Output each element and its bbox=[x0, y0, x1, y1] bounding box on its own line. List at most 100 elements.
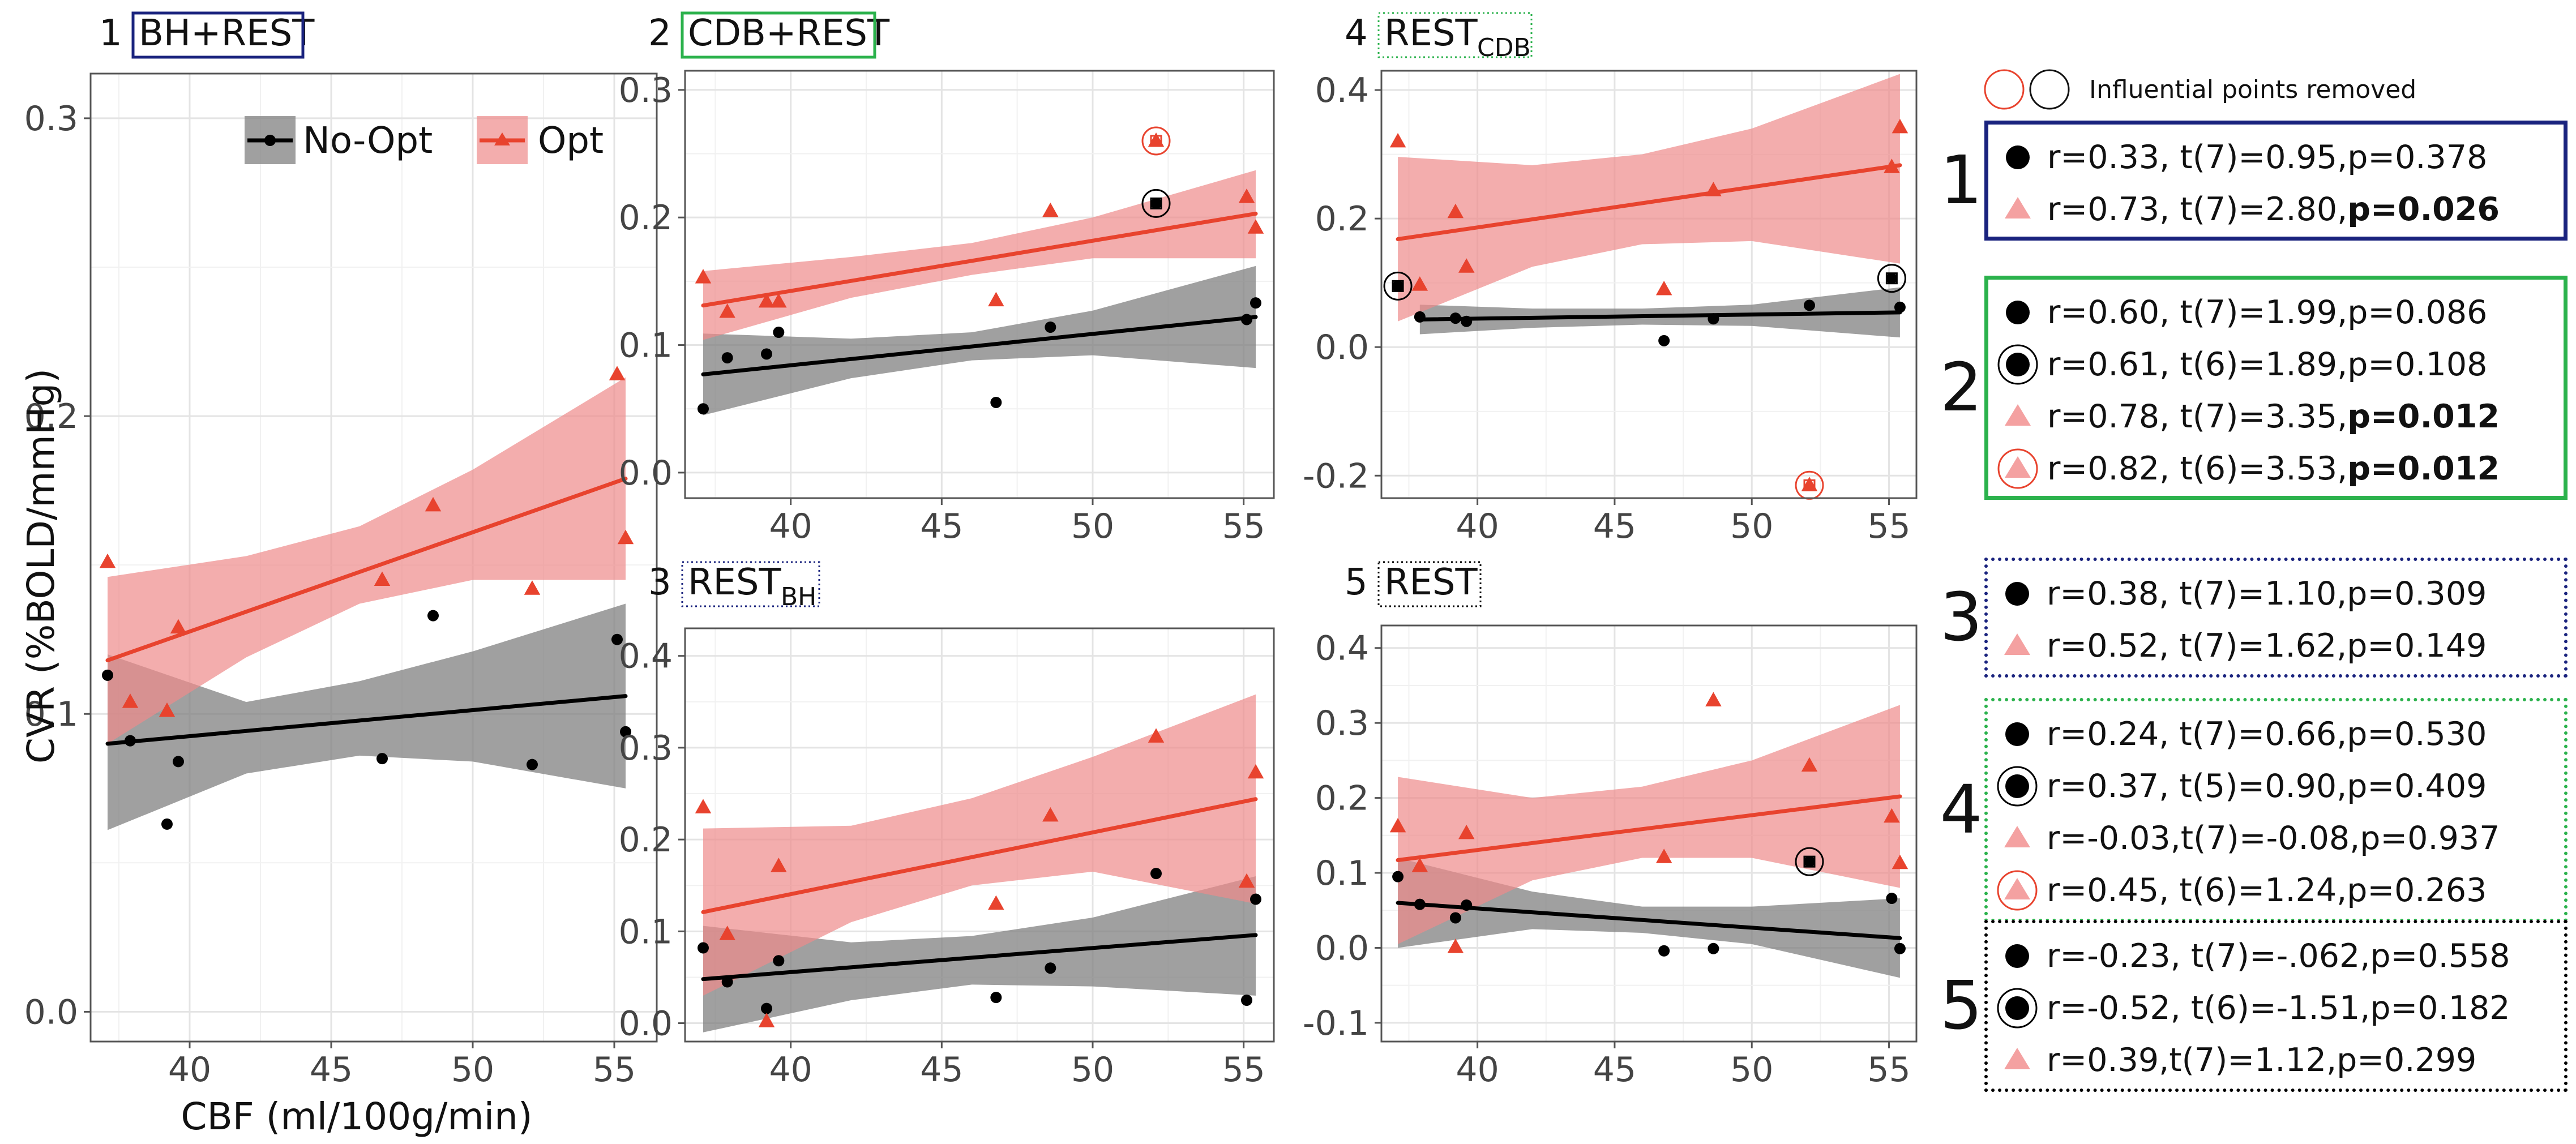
opt-point bbox=[719, 303, 735, 318]
plot-border bbox=[1380, 70, 1918, 499]
y-tick-label: 0.0 bbox=[619, 1004, 673, 1044]
influential-point-square bbox=[1803, 855, 1816, 868]
no-opt-point bbox=[1045, 962, 1056, 974]
no-opt-confidence-band bbox=[1419, 287, 1900, 338]
influential-point-square bbox=[1150, 135, 1162, 147]
opt-fit-line bbox=[701, 797, 1258, 914]
opt-point bbox=[719, 926, 735, 940]
x-tick-label: 40 bbox=[1456, 1050, 1499, 1090]
stats-row: r=0.38, t(7)=1.10,p=0.309 bbox=[1997, 568, 2558, 620]
no-opt-point bbox=[1886, 272, 1898, 284]
stats-significant-p: p=0.012 bbox=[2347, 450, 2500, 487]
opt-point bbox=[617, 529, 634, 545]
y-tick-label: 0.1 bbox=[1315, 854, 1369, 893]
y-tick-label: 0.4 bbox=[1315, 629, 1369, 669]
no-opt-point bbox=[1392, 280, 1404, 292]
x-tick-label: 40 bbox=[769, 1050, 812, 1090]
no-opt-point bbox=[1449, 912, 1461, 924]
no-opt-point bbox=[761, 348, 772, 360]
no-opt-dot-icon bbox=[2005, 944, 2029, 968]
legend-opt-marker bbox=[494, 132, 510, 145]
no-opt-fit-line bbox=[105, 694, 628, 746]
stats-text: r=-0.03,t(7)=-0.08,p=0.937 bbox=[2047, 820, 2500, 857]
opt-point bbox=[771, 293, 787, 308]
panel-title: REST CDB bbox=[1377, 12, 1533, 62]
stats-text: r=0.37, t(5)=0.90,p=0.409 bbox=[2047, 768, 2487, 805]
no-opt-fit-line bbox=[1418, 310, 1902, 322]
stats-box-number: 4 bbox=[1940, 770, 1983, 849]
x-tick-label: 40 bbox=[168, 1050, 211, 1090]
panel-number: 3 bbox=[648, 562, 671, 603]
no-opt-point bbox=[1241, 995, 1252, 1006]
y-tick-label: 0.2 bbox=[1315, 779, 1369, 819]
no-opt-point bbox=[1886, 893, 1898, 905]
opt-confidence-band bbox=[1398, 74, 1900, 322]
plot-border bbox=[89, 72, 658, 1043]
no-opt-point bbox=[1250, 297, 1261, 309]
no-opt-dot-icon bbox=[2006, 145, 2030, 169]
panel-title: BH+REST bbox=[131, 11, 315, 59]
y-tick-label: 0.3 bbox=[619, 71, 673, 110]
opt-point bbox=[1884, 808, 1900, 823]
stats-text: r=0.52, t(7)=1.62,p=0.149 bbox=[2047, 627, 2487, 665]
opt-confidence-band bbox=[703, 170, 1256, 340]
stats-text: r=0.33, t(7)=0.95,p=0.378 bbox=[2047, 139, 2488, 176]
stats-row: r=0.78, t(7)=3.35, p=0.012 bbox=[1997, 391, 2558, 443]
x-tick-label: 55 bbox=[1867, 507, 1910, 546]
no-opt-point bbox=[1461, 899, 1473, 911]
y-tick-label: 0.3 bbox=[1315, 704, 1369, 743]
opt-point bbox=[170, 619, 187, 634]
no-opt-point bbox=[611, 633, 623, 645]
no-opt-point bbox=[427, 610, 439, 622]
x-tick-label: 55 bbox=[1222, 1050, 1265, 1090]
no-opt-point bbox=[1045, 322, 1056, 333]
opt-point bbox=[1148, 132, 1165, 147]
x-tick-label: 50 bbox=[1071, 1050, 1114, 1090]
stats-row: r=0.61, t(6)=1.89,p=0.108 bbox=[1997, 339, 2558, 391]
opt-point bbox=[99, 553, 116, 568]
stats-row: r=0.60, t(7)=1.99,p=0.086 bbox=[1997, 286, 2558, 339]
no-opt-point bbox=[125, 735, 136, 747]
opt-point bbox=[1447, 203, 1464, 218]
no-opt-point bbox=[161, 818, 173, 830]
opt-point bbox=[1884, 158, 1900, 173]
y-axis-label: CVR (%BOLD/mmHg) bbox=[19, 369, 63, 764]
y-tick-label: 0.0 bbox=[24, 992, 78, 1032]
influential-points-label: Influential points removed bbox=[2089, 75, 2417, 104]
stats-text: r=0.82, t(6)=3.53, bbox=[2047, 450, 2348, 487]
no-opt-point bbox=[1150, 198, 1162, 209]
opt-point bbox=[1042, 202, 1059, 217]
stats-text: r=0.78, t(7)=3.35, bbox=[2047, 398, 2348, 435]
x-tick-label: 45 bbox=[310, 1050, 353, 1090]
opt-fit-line bbox=[1396, 163, 1902, 241]
opt-point bbox=[1389, 132, 1406, 148]
panel-title-text: REST bbox=[688, 562, 782, 603]
stats-text: r=-0.23, t(7)=-.062,p=0.558 bbox=[2047, 937, 2510, 975]
opt-confidence-band bbox=[1398, 705, 1900, 944]
x-axis-label: CBF (ml/100g/min) bbox=[181, 1095, 532, 1138]
no-opt-point bbox=[1150, 868, 1162, 880]
influential-circles-icon bbox=[1984, 69, 2070, 110]
opt-point bbox=[1705, 182, 1722, 196]
panel-title-box bbox=[1377, 561, 1482, 607]
no-opt-point bbox=[1894, 942, 1906, 954]
y-tick-label: 0.4 bbox=[1315, 71, 1369, 110]
opt-point bbox=[425, 496, 442, 512]
opt-triangle-icon bbox=[1997, 448, 2038, 489]
x-tick-label: 50 bbox=[1730, 507, 1773, 546]
stats-box-4: r=0.24, t(7)=0.66,p=0.530 r=0.37, t(5)=0.… bbox=[1984, 698, 2568, 922]
stats-row: r=0.73, t(7)=2.80, p=0.026 bbox=[1997, 183, 2558, 235]
no-opt-dot-icon bbox=[2005, 722, 2029, 746]
panel-title-box bbox=[681, 561, 820, 607]
y-tick-label: 0.0 bbox=[1315, 928, 1369, 968]
opt-triangle-icon bbox=[1997, 870, 2038, 911]
no-opt-point bbox=[1392, 871, 1404, 882]
panel-number: 4 bbox=[1345, 12, 1368, 54]
x-tick-label: 40 bbox=[1456, 507, 1499, 546]
no-opt-point bbox=[1658, 945, 1670, 957]
y-tick-label: 0.2 bbox=[619, 198, 673, 238]
panel-2: 40 45 50 55 0.0 0.1 0.2 0.3 2 CDB+REST bbox=[619, 11, 1275, 546]
opt-triangle-icon bbox=[2004, 1048, 2030, 1069]
no-opt-dot-icon bbox=[1997, 988, 2038, 1029]
no-opt-fit-line bbox=[1396, 901, 1902, 940]
